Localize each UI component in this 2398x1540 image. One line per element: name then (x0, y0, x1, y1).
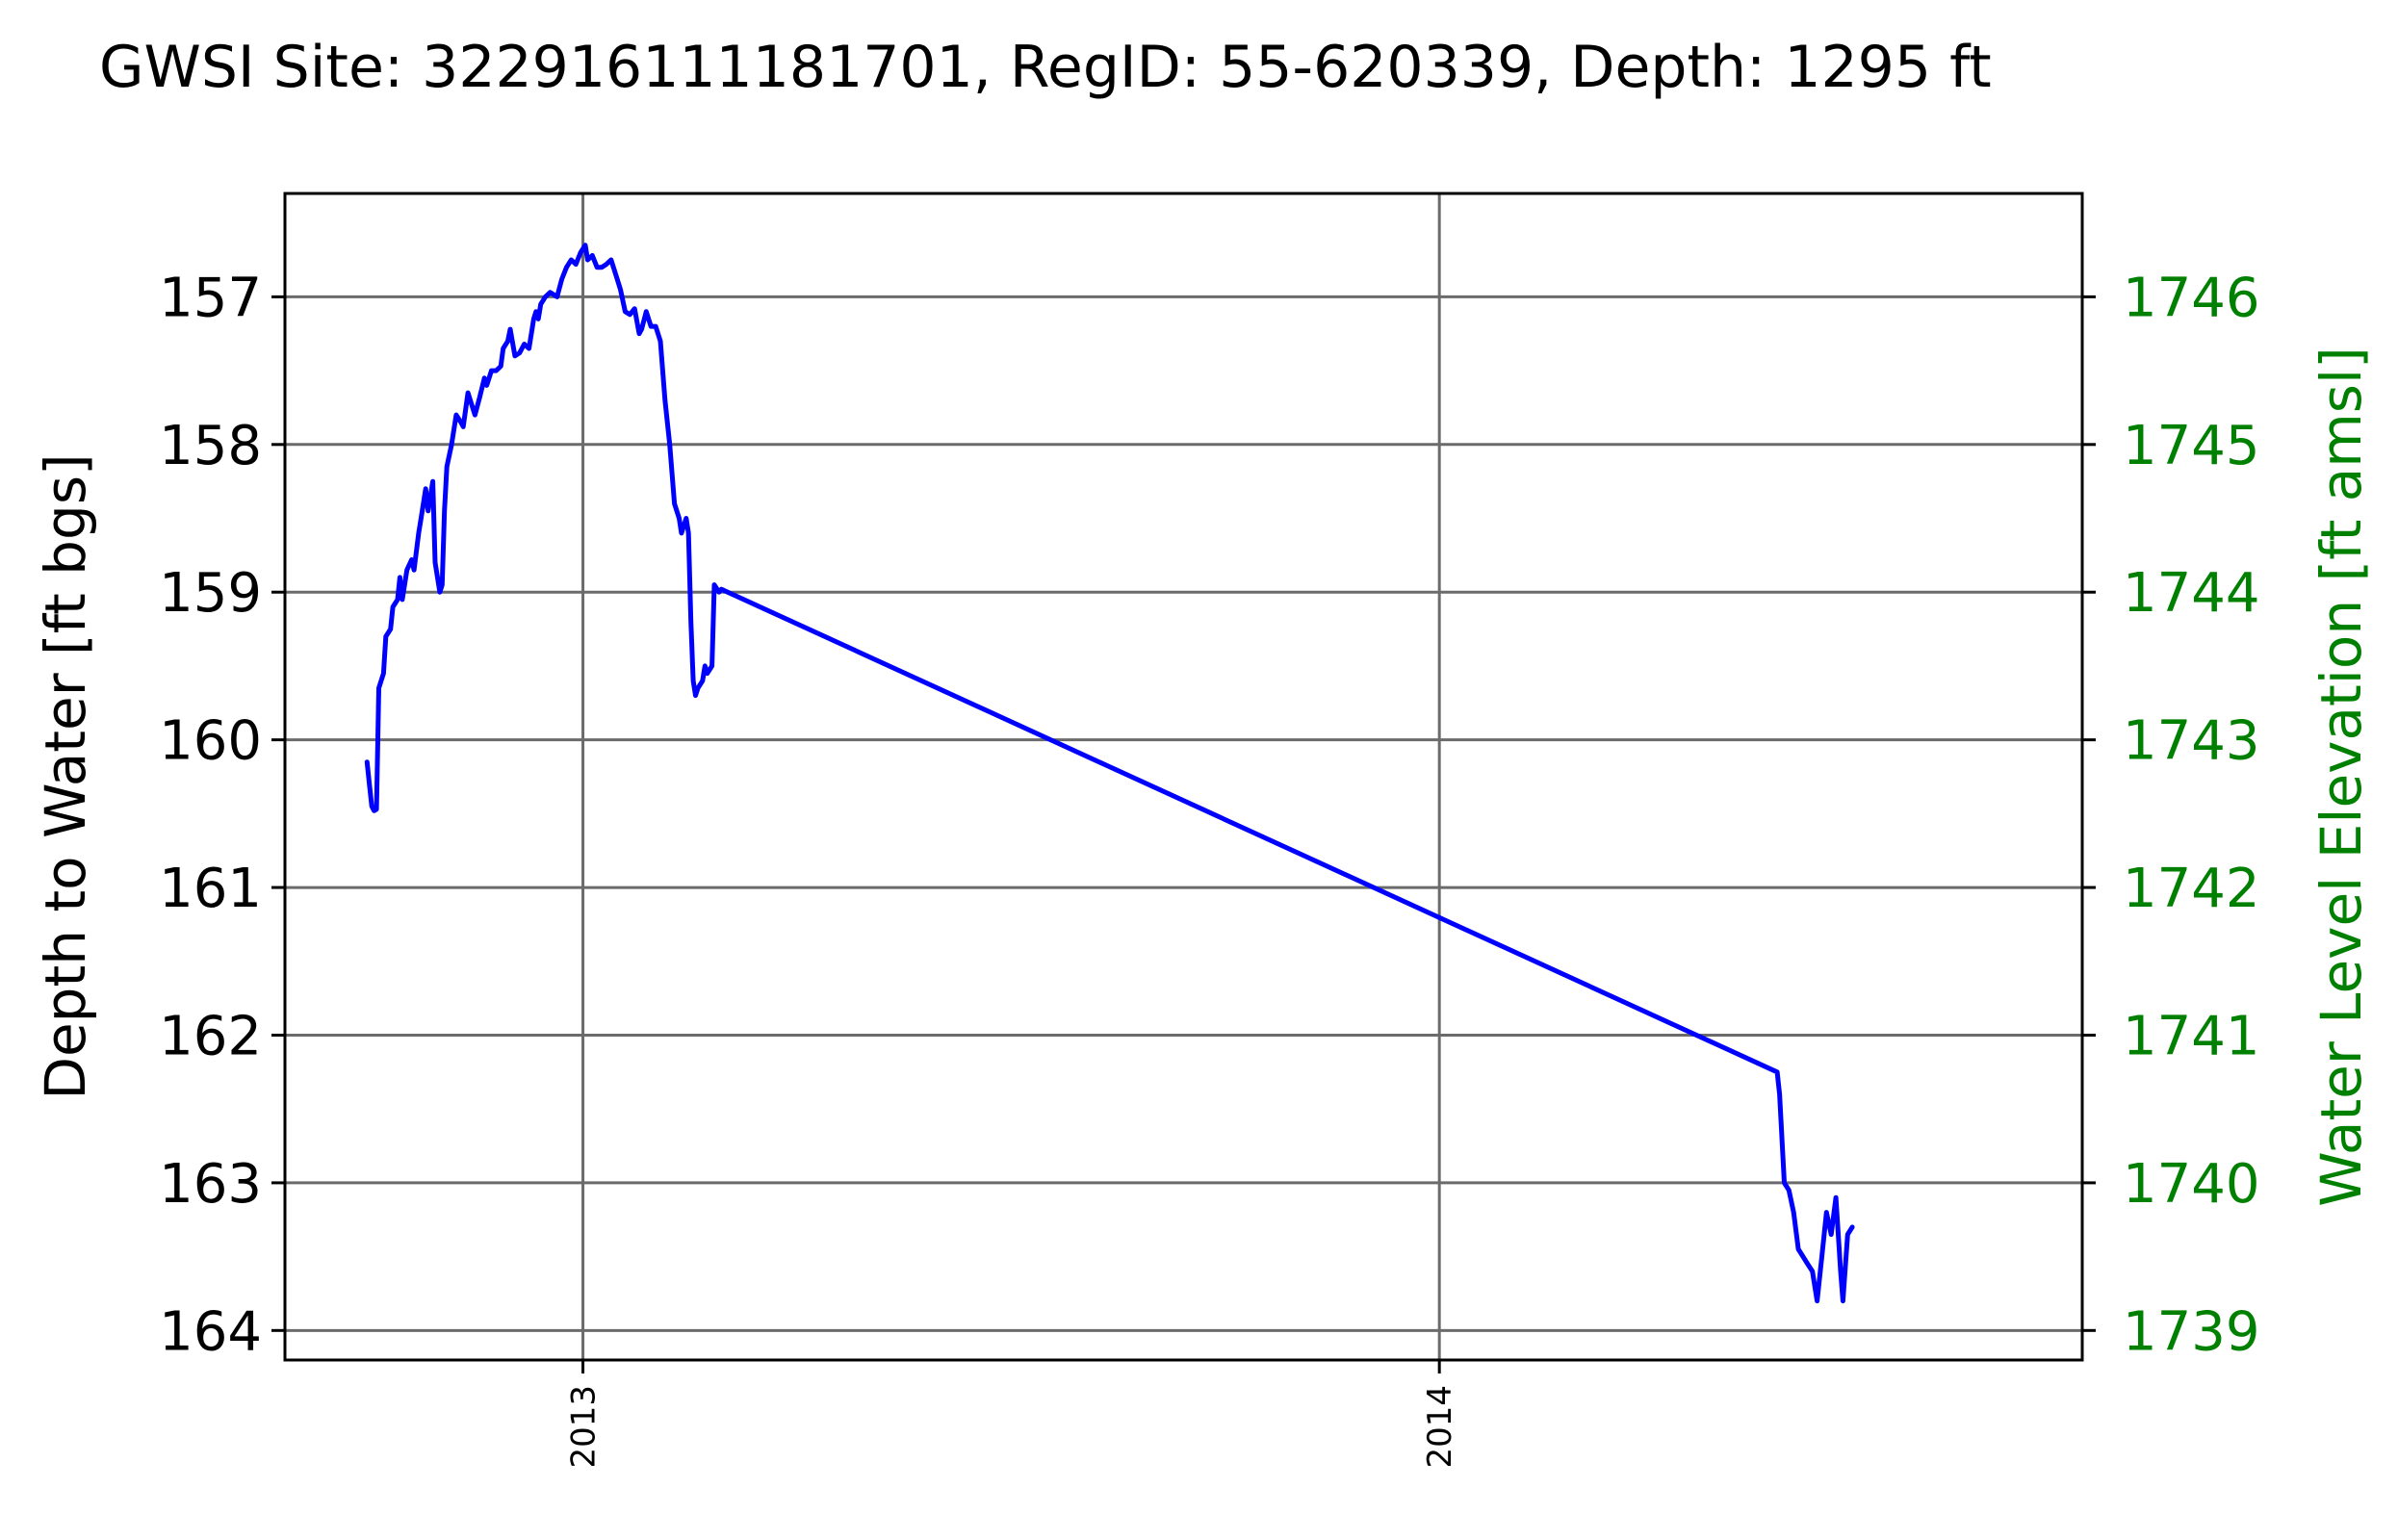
y-tick-label-left: 163 (159, 1153, 262, 1216)
y-tick-label-left: 162 (159, 1005, 262, 1067)
y-tick-label-left: 160 (159, 710, 262, 773)
y-tick-label-left: 158 (159, 415, 262, 477)
left-axis: 157 158 159 160 161 162 163 164 (159, 267, 285, 1363)
y-tick-label-left: 157 (159, 267, 262, 329)
x-tick-label: 2013 (565, 1385, 604, 1469)
y-tick-label-left: 164 (159, 1300, 262, 1363)
y-tick-label-left: 159 (159, 562, 262, 625)
chart-title: GWSI Site: 322916111181701, RegID: 55-62… (99, 34, 1992, 101)
right-axis: 1746 1745 1744 1743 1742 1741 1740 1739 (2082, 267, 2260, 1363)
y-tick-label-right: 1742 (2123, 858, 2260, 920)
y-tick-label-right: 1744 (2123, 562, 2260, 625)
y-axis-label-right: Water Level Elevation [ft amsl] (2308, 346, 2374, 1206)
y-tick-label-right: 1746 (2123, 267, 2260, 329)
x-axis: 2013 2014 (565, 1360, 1459, 1469)
y-tick-label-right: 1743 (2123, 710, 2260, 773)
plot-frame (283, 192, 2084, 1362)
y-tick-label-left: 161 (159, 858, 262, 920)
y-axis-label-left: Depth to Water [ft bgs] (33, 453, 98, 1099)
series-line (364, 243, 1855, 1304)
gridlines (285, 193, 2082, 1360)
y-tick-label-right: 1740 (2123, 1153, 2260, 1216)
y-tick-label-right: 1741 (2123, 1005, 2260, 1067)
y-tick-label-right: 1745 (2123, 415, 2260, 477)
y-tick-label-right: 1739 (2123, 1300, 2260, 1363)
series-layer (364, 243, 1855, 1304)
x-tick-label: 2014 (1421, 1385, 1459, 1469)
